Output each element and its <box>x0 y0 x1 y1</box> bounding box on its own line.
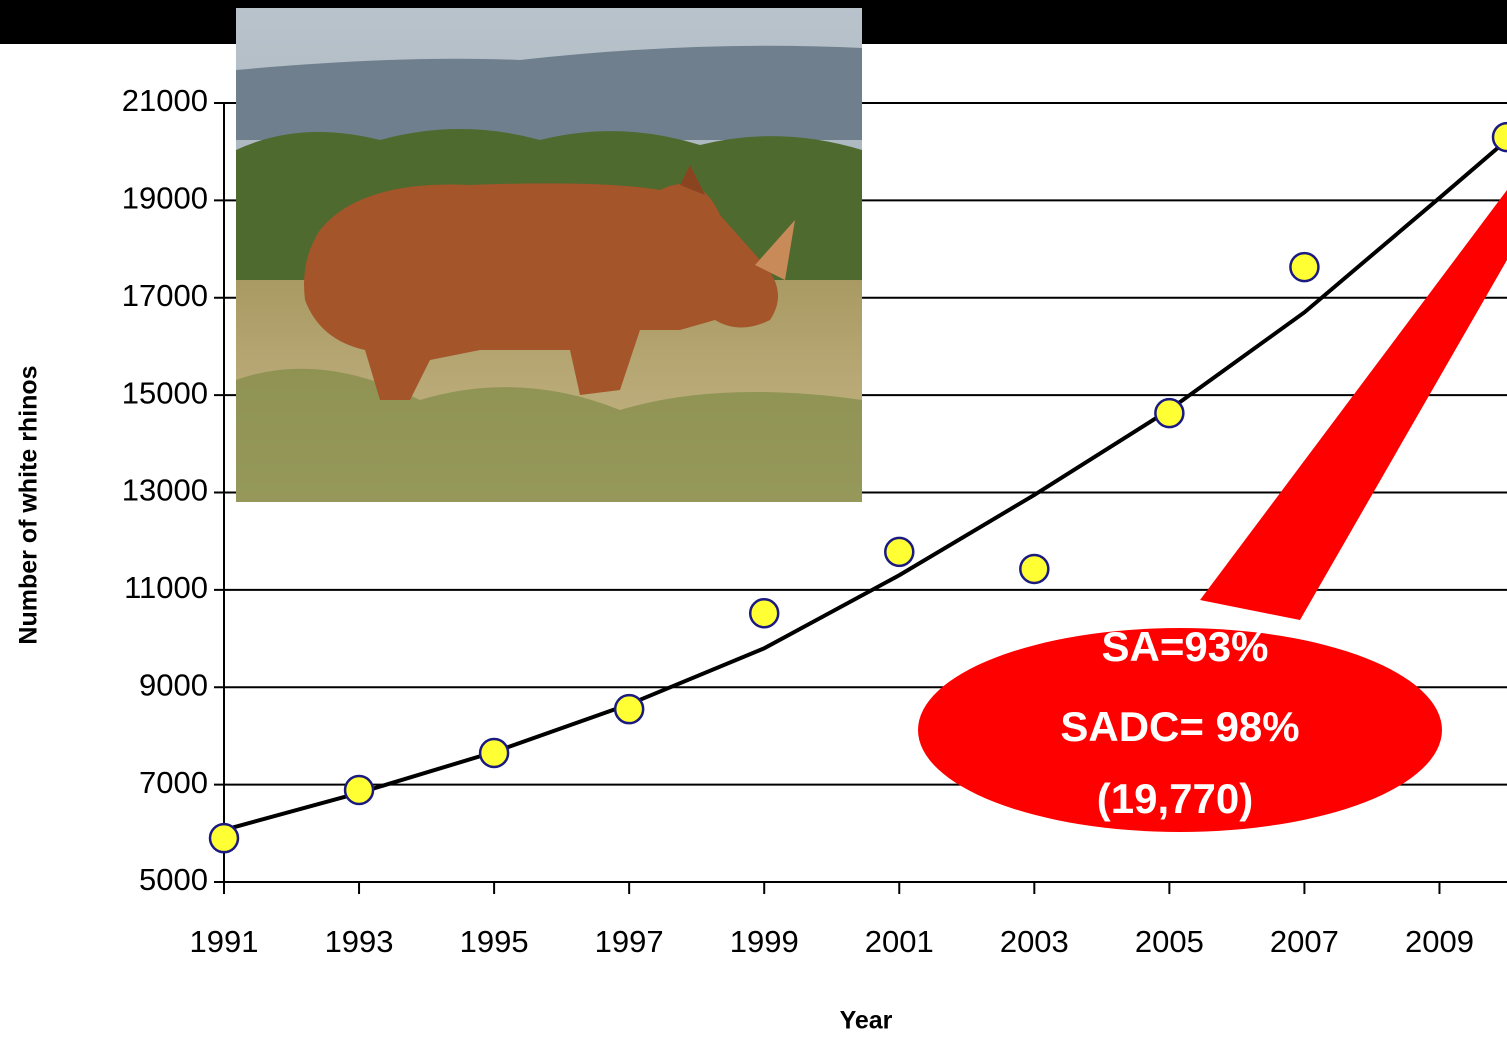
y-tick-label: 15000 <box>122 375 208 410</box>
x-tick-label: 2005 <box>1135 924 1204 959</box>
y-tick-label: 19000 <box>122 181 208 216</box>
y-axis-label: Number of white rhinos <box>15 365 43 644</box>
point <box>615 695 643 723</box>
x-tick-label: 1995 <box>460 924 529 959</box>
y-tick-label: 21000 <box>122 83 208 118</box>
y-tick-label: 13000 <box>122 473 208 508</box>
x-axis-label: Year <box>840 1007 893 1035</box>
point <box>885 538 913 566</box>
y-tick-label: 9000 <box>139 667 208 702</box>
point <box>1020 555 1048 583</box>
annotation: SADC= 98% <box>1060 703 1299 750</box>
point <box>210 824 238 852</box>
y-tick-label: 5000 <box>139 862 208 897</box>
y-tick-label: 7000 <box>139 765 208 800</box>
point <box>1290 253 1318 281</box>
point <box>1493 123 1507 151</box>
x-tick-label: 2001 <box>865 924 934 959</box>
photo <box>236 8 862 502</box>
y-tick-label: 17000 <box>122 278 208 313</box>
x-tick-label: 2003 <box>1000 924 1069 959</box>
x-tick-label: 1993 <box>325 924 394 959</box>
point <box>1155 399 1183 427</box>
annotation: SA=93% <box>1102 623 1269 670</box>
x-tick-label: 1991 <box>190 924 259 959</box>
point <box>345 776 373 804</box>
x-tick-label: 1997 <box>595 924 664 959</box>
x-tick-label: 2009 <box>1405 924 1474 959</box>
point <box>480 739 508 767</box>
x-tick-label: 1999 <box>730 924 799 959</box>
chart: Number of white rhinos Year 5000 7000 9000… <box>0 0 1507 1037</box>
point <box>750 599 778 627</box>
y-tick-label: 11000 <box>124 570 208 605</box>
annotation: (19,770) <box>1097 775 1253 822</box>
x-tick-label: 2007 <box>1270 924 1339 959</box>
